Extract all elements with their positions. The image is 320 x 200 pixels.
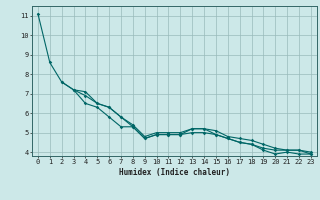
X-axis label: Humidex (Indice chaleur): Humidex (Indice chaleur) (119, 168, 230, 177)
